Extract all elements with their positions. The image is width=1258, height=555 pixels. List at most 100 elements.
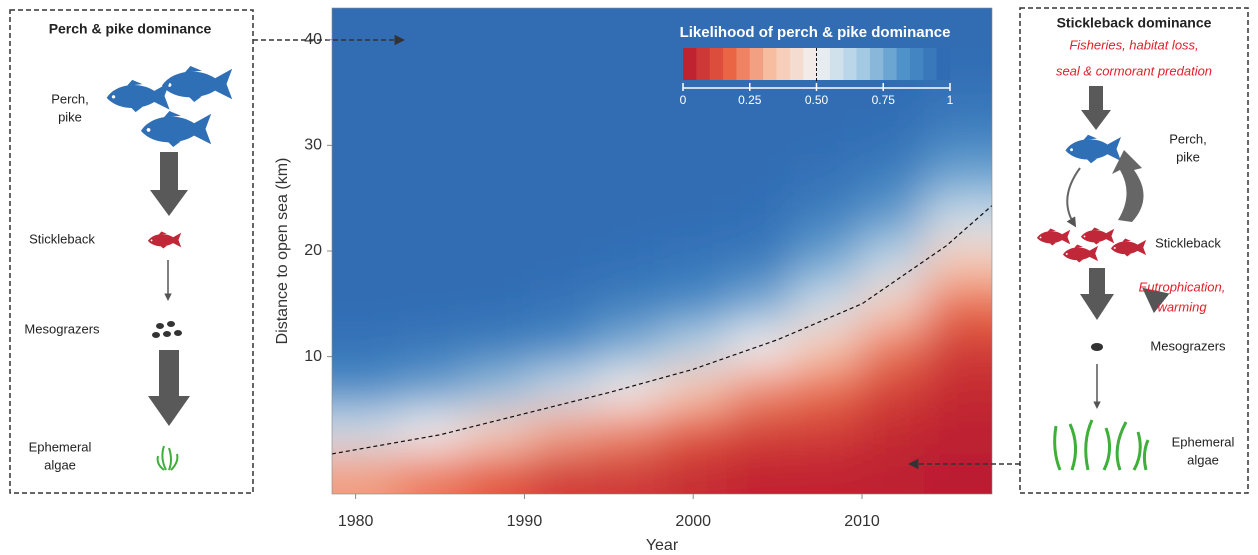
heat-cell [924, 8, 992, 30]
heat-cell [792, 8, 860, 30]
heat-cell [397, 240, 465, 284]
heat-cell [661, 324, 728, 368]
label: Perch, [51, 91, 89, 106]
heat-cell [332, 240, 399, 284]
heat-cell [332, 324, 399, 368]
colorbar-tick-label: 0.25 [738, 93, 762, 107]
colorbar-swatch [936, 48, 951, 80]
heat-cell [661, 8, 728, 30]
heat-cell [924, 198, 992, 241]
heat-cell [924, 451, 992, 494]
colorbar-swatch [763, 48, 777, 80]
arrow [1112, 150, 1144, 222]
heat-cell [529, 451, 596, 494]
fish-icon [161, 65, 233, 103]
heat-cell [661, 282, 728, 326]
heat-cell [661, 113, 728, 157]
heat-cell [463, 198, 530, 241]
heat-cell [397, 198, 465, 241]
colorbar-swatch [843, 48, 857, 80]
heat-cell [858, 451, 925, 494]
heat-cell [858, 409, 925, 453]
right-panel: Stickleback dominance Fisheries, habitat… [1019, 7, 1249, 494]
heat-cell [332, 282, 399, 326]
heat-cell [595, 198, 662, 241]
heat-cell [332, 409, 399, 453]
heat-cell [661, 198, 728, 241]
heat-cell [463, 409, 530, 453]
panel-box [1019, 7, 1249, 494]
y-tick-label: 20 [304, 242, 322, 259]
heatmap [332, 8, 992, 494]
fish-icon [1065, 134, 1121, 164]
heat-cell [397, 451, 465, 494]
heat-cell [858, 367, 925, 410]
label: algae [44, 457, 76, 472]
heat-cell [529, 29, 596, 72]
label: Stickleback [1155, 235, 1221, 250]
driver-label: warming [1157, 299, 1207, 314]
heat-cell [397, 409, 465, 453]
arrow [1066, 167, 1081, 228]
heat-cell [858, 282, 925, 326]
label: Stickleback [29, 231, 95, 246]
heat-cell [661, 155, 728, 199]
algae-icon [156, 445, 179, 471]
heat-cell [397, 8, 465, 30]
heat-cell [858, 8, 925, 30]
heat-cell [595, 155, 662, 199]
heat-cell [463, 451, 530, 494]
heat-cell [397, 155, 465, 199]
heat-cell [924, 282, 992, 326]
heat-cell [529, 8, 596, 30]
heat-cell [792, 113, 860, 157]
left-panel: Perch & pike dominance Perch, pike Stick… [9, 9, 254, 494]
colorbar-tick-label: 0.75 [872, 93, 896, 107]
colorbar-swatch [789, 48, 804, 80]
colorbar-swatch [709, 48, 724, 80]
x-tick-label: 1980 [338, 513, 374, 530]
colorbar-swatch [776, 48, 791, 80]
heat-cell [792, 240, 860, 284]
heat-cell [792, 409, 860, 453]
x-axis-label: Year [646, 537, 679, 554]
heat-cell [397, 29, 465, 72]
heat-cell [726, 113, 794, 157]
heat-cell [529, 155, 596, 199]
colorbar-tick-label: 1 [947, 93, 954, 107]
panel-title: Perch & pike dominance [49, 21, 212, 37]
colorbar-swatch [736, 48, 751, 80]
heat-cell [726, 8, 794, 30]
panel-title: Stickleback dominance [1057, 15, 1212, 31]
heat-cell [924, 113, 992, 157]
heat-cell [726, 367, 794, 410]
heat-cell [463, 324, 530, 368]
x-tick-label: 1990 [507, 513, 543, 530]
label: Ephemeral [29, 439, 92, 454]
heat-cell [858, 240, 925, 284]
panel-box [9, 9, 254, 494]
x-tick-label: 2010 [844, 513, 880, 530]
heat-cell [332, 113, 399, 157]
heat-cell [529, 324, 596, 368]
fish-icon [1080, 227, 1115, 245]
colorbar-swatch [883, 48, 897, 80]
heat-cell [529, 367, 596, 410]
pressure-label: seal & cormorant predation [1056, 63, 1212, 78]
colorbar-swatch [816, 48, 831, 80]
heat-cell [332, 198, 399, 241]
contour-line [332, 205, 992, 455]
arrow [1080, 268, 1114, 320]
colorbar-swatch [829, 48, 844, 80]
colorbar-swatch [896, 48, 911, 80]
heat-cell [463, 282, 530, 326]
label: Mesograzers [24, 321, 100, 336]
colorbar-swatch [683, 48, 697, 80]
y-tick-label: 30 [304, 137, 322, 154]
heat-cell [726, 198, 794, 241]
heat-cell [463, 240, 530, 284]
heat-cell [595, 71, 662, 115]
heat-cell [595, 8, 662, 30]
grazer-icon [1091, 343, 1103, 351]
